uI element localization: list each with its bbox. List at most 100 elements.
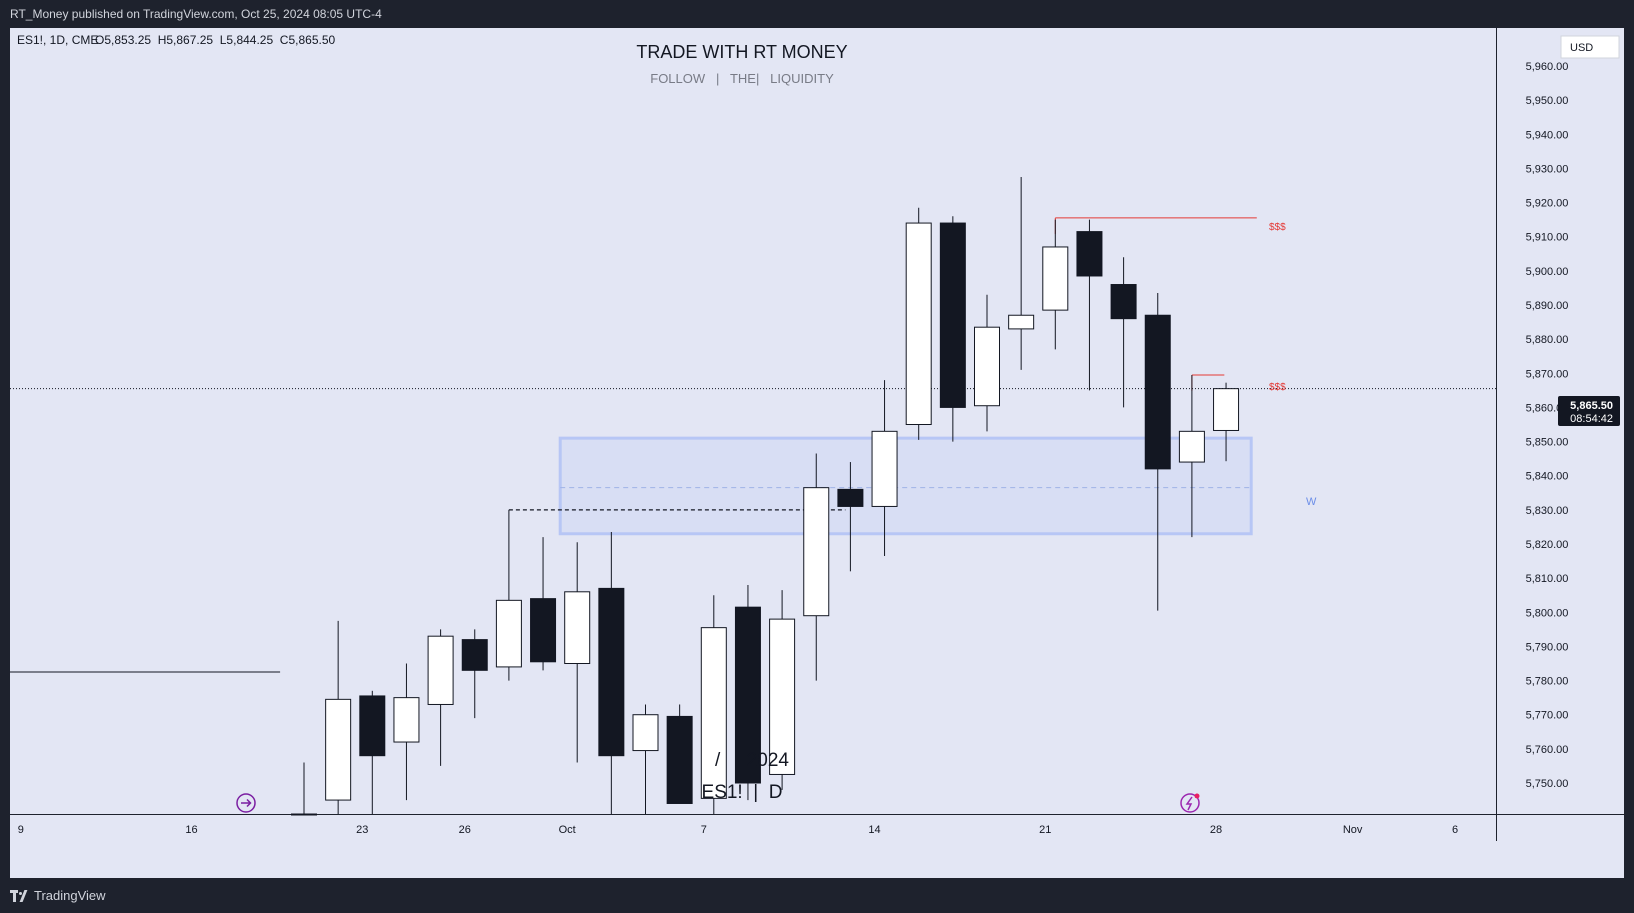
candle[interactable] [530, 537, 557, 671]
candle-body [803, 487, 830, 617]
candle-body [734, 606, 761, 784]
candle[interactable] [393, 663, 420, 801]
legend-symbol[interactable]: ES1!, 1D, CME [17, 33, 98, 47]
candle-body [359, 695, 386, 757]
y-tick-label: 5,870.00 [1526, 368, 1569, 380]
watermark-line-2: ES1! | D [702, 782, 783, 803]
candle[interactable] [700, 595, 727, 814]
last-price-countdown: 08:54:42 [1570, 413, 1613, 425]
x-tick-label: 7 [701, 824, 707, 836]
candle-body [871, 430, 898, 507]
legend-ohlc: O5,853.25 H5,867.25 L5,844.25 C5,865.50 [95, 33, 336, 47]
candle[interactable] [632, 704, 659, 814]
x-tick-label: 6 [1452, 824, 1458, 836]
candle-body [939, 222, 966, 408]
candle[interactable] [1042, 219, 1069, 350]
candle[interactable] [871, 380, 898, 556]
candle[interactable] [1008, 176, 1035, 370]
candle-body [598, 587, 625, 757]
candle[interactable] [837, 462, 864, 572]
candle-body [837, 488, 864, 507]
candle-body [974, 326, 1000, 407]
y-tick-label: 5,930.00 [1526, 163, 1569, 175]
candle-body [1144, 314, 1171, 470]
x-tick-label: 23 [356, 824, 368, 836]
x-tick-label: 9 [18, 824, 24, 836]
candle-body [632, 714, 659, 752]
candle[interactable] [905, 207, 932, 440]
candle[interactable] [495, 509, 522, 681]
x-tick-label: Oct [559, 824, 576, 836]
candle-body [1008, 314, 1035, 330]
earnings-flash-icon[interactable] [1180, 793, 1200, 813]
liquidity-label-1: $$$ [1269, 222, 1286, 233]
x-tick-label: 16 [185, 824, 197, 836]
y-tick-label: 5,800.00 [1526, 607, 1569, 619]
candle[interactable] [666, 704, 693, 804]
watermark-line-1: / 2024 [715, 750, 789, 771]
candle[interactable] [461, 629, 488, 719]
tradingview-logo-text: TradingView [34, 888, 106, 903]
candle-body [393, 697, 420, 743]
x-tick-label: Nov [1343, 824, 1363, 836]
candle-body [666, 715, 693, 804]
y-tick-label: 5,830.00 [1526, 505, 1569, 517]
x-tick-label: 28 [1210, 824, 1222, 836]
candle[interactable] [427, 629, 454, 766]
candle-body [325, 698, 352, 801]
y-tick-label: 5,880.00 [1526, 334, 1569, 346]
candle-body [905, 222, 932, 425]
candle-body [427, 635, 454, 705]
y-tick-label: 5,890.00 [1526, 300, 1569, 312]
chart-title: TRADE WITH RT MONEY [636, 42, 847, 62]
candle[interactable] [564, 542, 591, 763]
candle[interactable] [1144, 293, 1171, 611]
x-tick-label: 21 [1039, 824, 1051, 836]
candle-body [530, 598, 557, 663]
candle[interactable] [803, 453, 830, 681]
candle[interactable] [291, 762, 317, 816]
price-axis[interactable] [1496, 28, 1624, 841]
candle[interactable] [1076, 219, 1103, 391]
candle[interactable] [1178, 374, 1205, 538]
currency-badge-box[interactable] [1560, 35, 1620, 59]
y-tick-label: 5,820.00 [1526, 539, 1569, 551]
candle-body [291, 813, 317, 816]
liquidity-zone[interactable] [558, 436, 1253, 536]
y-tick-label: 5,790.00 [1526, 641, 1569, 653]
y-tick-label: 5,860.00 [1526, 402, 1569, 414]
liquidity-label-2: $$$ [1269, 382, 1286, 393]
candle-body [1042, 246, 1069, 311]
candle[interactable] [359, 690, 386, 814]
candle-body [769, 618, 796, 775]
candle[interactable] [769, 590, 796, 790]
candle[interactable] [1213, 382, 1240, 462]
y-tick-label: 5,770.00 [1526, 710, 1569, 722]
candle[interactable] [939, 216, 966, 442]
footer-bar: TradingView [0, 878, 1634, 913]
candlestick-chart[interactable]: 5,750.00 5,760.00 5,770.00 5,780.00 5,790.00… [0, 28, 1624, 878]
candle[interactable] [734, 584, 761, 801]
x-tick-label: 14 [868, 824, 880, 836]
candle-body [1110, 284, 1137, 320]
economic-event-icon[interactable] [236, 793, 256, 813]
candle-body [1076, 231, 1103, 277]
published-text: RT_Money published on TradingView.com, O… [10, 7, 382, 21]
candle[interactable] [1110, 257, 1137, 408]
candle-body [495, 599, 522, 668]
chart-subtitle: FOLLOW | THE| LIQUIDITY [650, 71, 834, 86]
candle-body [461, 639, 488, 671]
y-tick-label: 5,840.00 [1526, 471, 1569, 483]
y-tick-label: 5,900.00 [1526, 266, 1569, 278]
candle[interactable] [598, 532, 625, 814]
chart-panel[interactable]: 5,750.00 5,760.00 5,770.00 5,780.00 5,790.00… [0, 28, 1624, 878]
candle[interactable] [325, 620, 352, 814]
currency-badge[interactable]: USD [1570, 42, 1593, 54]
y-tick-label: 5,750.00 [1526, 778, 1569, 790]
candle[interactable] [974, 294, 1000, 432]
y-tick-label: 5,810.00 [1526, 573, 1569, 585]
tradingview-logo-icon [10, 889, 28, 902]
y-tick-label: 5,780.00 [1526, 676, 1569, 688]
y-tick-label: 5,910.00 [1526, 232, 1569, 244]
tradingview-logo[interactable]: TradingView [10, 888, 106, 903]
